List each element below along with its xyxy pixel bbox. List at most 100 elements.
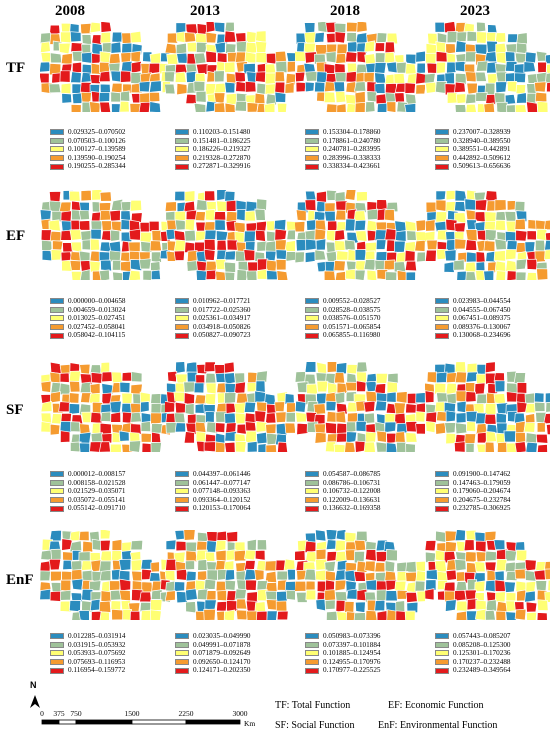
map-region [203,248,216,261]
map-region [213,22,226,34]
map-region [515,42,528,54]
map-region [524,392,536,404]
legend-label: 0.065855–0.116980 [323,331,381,340]
legend-label: 0.017722–0.025360 [193,305,251,314]
map-region [334,569,346,581]
year-header: 2013 [190,3,220,19]
map-region [453,259,465,271]
map-region [344,601,355,614]
map-region [365,390,378,403]
legend-label: 0.283996–0.338333 [323,153,381,162]
legend-item: 0.034918–0.050826 [175,323,307,332]
map-region [226,600,239,612]
legend-swatch [305,505,319,512]
legend-item: 0.071879–0.092649 [175,649,307,658]
map-region [464,71,477,83]
map-region [415,560,425,573]
map-region [404,241,416,253]
map-region [325,422,337,435]
scale-bar-segment [75,719,133,725]
map-region [40,588,51,601]
legend-swatch [175,129,189,136]
legend-item: 0.130068–0.234696 [435,331,550,340]
map-region [223,609,236,620]
map-region [196,540,208,552]
map-region [175,540,187,552]
choropleth-map [165,190,295,280]
map-region [275,249,288,260]
legend-item: 0.017722–0.025360 [175,306,307,315]
map-region [226,239,238,251]
map-region [485,579,497,593]
map-region [363,400,376,413]
map-region [435,211,448,223]
map-region [316,190,327,204]
map-region [193,52,207,65]
legend-swatch [305,641,319,648]
legend-label: 0.044397–0.061446 [193,470,251,478]
legend-label: 0.106732–0.122008 [323,487,381,496]
map-region [514,218,526,230]
map-region [235,80,247,93]
legend-item: 0.136632–0.169358 [305,504,437,513]
map-region [216,239,227,252]
map-legend: 0.000000–0.004658 0.004659–0.013024 0.0130… [50,297,182,340]
map-region [365,101,376,112]
map-region [148,91,161,103]
map-region [484,211,497,223]
map-region [304,362,317,373]
legend-item: 0.023983–0.044554 [435,297,550,306]
legend-swatch [305,488,319,495]
map-region [68,403,80,415]
map-region [100,31,112,45]
map-region [195,374,206,386]
map-region [244,51,257,64]
map-region [89,580,102,591]
map-region [504,94,517,105]
map-region [396,441,408,452]
legend-item: 0.272871–0.329916 [175,162,307,171]
map-region [345,549,356,561]
legend-swatch [435,479,449,486]
map-region [246,102,259,112]
legend-swatch [175,479,189,486]
map-region [78,551,91,563]
map-region [70,104,82,112]
map-region [384,209,395,222]
map-region [374,599,386,612]
legend-item: 0.186226–0.219327 [175,145,307,154]
map-region [174,412,186,423]
map-region [435,549,446,562]
map-region [316,362,327,375]
map-region [465,271,477,280]
map-region [546,82,550,93]
map-region [130,559,143,572]
legend-swatch [50,633,64,640]
map-region [89,260,101,273]
map-region [275,422,288,436]
map-region [256,401,268,413]
map-region [224,271,236,280]
legend-label: 0.179060–0.204674 [453,487,511,496]
map-region [544,568,550,580]
map-region [235,609,249,620]
map-region [344,93,357,106]
map-region [325,103,339,112]
map-region [285,73,295,86]
map-region [404,220,417,232]
map-region [173,391,186,403]
abbreviation-tf: TF: Total Function [275,700,351,711]
legend-label: 0.008158–0.021528 [68,478,126,487]
legend-label: 0.058042–0.104115 [68,331,126,340]
map-region [165,42,178,55]
map-region [130,60,142,74]
map-region [405,561,417,573]
map-region [50,570,62,582]
map-region [344,218,356,232]
legend-label: 0.100127–0.139589 [68,145,126,154]
legend-item: 0.058042–0.104115 [50,331,182,340]
map-region [315,598,326,612]
map-region [515,258,528,271]
map-region [195,90,207,103]
map-region [497,441,508,452]
